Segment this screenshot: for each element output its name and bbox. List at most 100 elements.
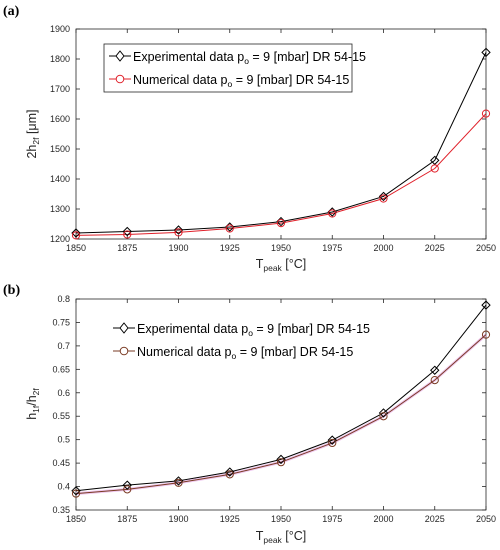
legend-marker-numerical-a <box>115 74 125 84</box>
data-point-numerical-a <box>225 224 234 233</box>
series-lines-a <box>75 52 487 236</box>
x-axis-label-a: Tpeak [°C] <box>256 257 307 273</box>
legend-label-numerical-a: Numerical data po = 9 [mbar] DR 54-15 <box>133 73 349 89</box>
series-lines-b <box>75 304 487 496</box>
markers-b <box>71 300 491 498</box>
data-point-experimental-b <box>276 454 286 465</box>
y-tick-label-b: 0.35 <box>52 505 70 515</box>
x-tick-label-b: 1850 <box>66 514 86 524</box>
y-tick-label-a: 1900 <box>50 24 70 34</box>
x-tick-label-a: 1900 <box>168 243 188 253</box>
legend-label-experimental-a: Experimental data po = 9 [mbar] DR 54-15 <box>133 50 366 66</box>
y-tick-label-b: 0.75 <box>52 317 70 327</box>
data-point-numerical-a <box>71 231 81 240</box>
series-line-experimental-b <box>75 304 487 492</box>
legend-box-a <box>103 43 353 93</box>
panel-label-a: (a) <box>3 4 20 19</box>
legend-box-b <box>110 313 366 373</box>
legend-marker-numerical-b <box>119 346 129 356</box>
x-tick-label-a: 1925 <box>220 243 240 253</box>
chart-panel-a: (a) 1850 1875 1900 1925 1950 1975 2000 2025 2050… <box>3 4 496 273</box>
data-point-numerical-a <box>328 209 337 218</box>
x-tick-label-a: 1875 <box>117 243 137 253</box>
legend-marker-experimental-a <box>115 50 125 62</box>
x-tick-label-a: 2050 <box>476 243 496 253</box>
data-point-numerical-a <box>481 109 491 118</box>
data-point-experimental-b <box>122 480 132 490</box>
chart-panel-b: (b) 1850 1875 1900 1925 1950 1975 2000 2025 2050… <box>3 283 496 545</box>
legend-marker-experimental-b <box>119 322 129 334</box>
y-tick-label-b: 0.8 <box>57 294 70 304</box>
data-point-numerical-a <box>379 194 388 203</box>
data-point-experimental-b <box>327 435 337 445</box>
x-tick-label-b: 2050 <box>476 514 496 524</box>
data-point-numerical-b <box>481 330 491 339</box>
data-point-experimental-a <box>378 191 389 202</box>
x-tick-label-b: 1975 <box>322 514 342 524</box>
y-tick-label-a: 1500 <box>50 144 70 154</box>
data-point-numerical-b <box>328 438 337 448</box>
x-axis-label-b: Tpeak [°C] <box>256 529 307 545</box>
data-point-numerical-b <box>379 412 388 421</box>
data-point-experimental-a <box>481 47 491 58</box>
data-point-numerical-b <box>430 376 439 385</box>
y-tick-label-a: 1300 <box>50 204 70 214</box>
data-point-experimental-b <box>430 365 440 375</box>
data-point-experimental-a <box>71 228 81 238</box>
x-tick-label-b: 1900 <box>168 514 188 524</box>
legend-label-numerical-b: Numerical data po = 9 [mbar] DR 54-15 <box>137 345 353 361</box>
data-point-numerical-a <box>174 228 183 237</box>
y-tick-label-b: 0.5 <box>57 435 70 445</box>
y-tick-label-a: 1800 <box>50 54 70 64</box>
x-tick-label-b: 2025 <box>425 514 445 524</box>
y-tick-label-b: 0.6 <box>57 388 70 398</box>
series-line-numerical-b <box>75 334 487 495</box>
data-point-numerical-b <box>123 485 132 494</box>
series-line-experimental-a <box>75 52 487 234</box>
data-point-experimental-a <box>173 225 184 235</box>
y-tick-label-b: 0.55 <box>52 411 70 421</box>
data-point-experimental-b <box>173 476 184 486</box>
y-axis-label-a: 2h2f [μm] <box>25 109 41 158</box>
panel-label-b: (b) <box>3 283 20 298</box>
x-tick-label-a: 2000 <box>373 243 393 253</box>
y-tick-label-a: 1200 <box>50 234 70 244</box>
y-tick-label-b: 0.45 <box>52 458 70 468</box>
x-tick-label-b: 1925 <box>220 514 240 524</box>
data-point-numerical-a <box>123 230 132 239</box>
data-point-numerical-b <box>71 489 81 498</box>
x-tick-label-a: 2025 <box>425 243 445 253</box>
y-tick-label-b: 0.65 <box>52 364 70 374</box>
series-line-numerical-a <box>75 113 487 236</box>
x-ticks-b: 1850 1875 1900 1925 1950 1975 2000 2025 2050 <box>66 299 496 524</box>
data-point-numerical-b <box>276 458 286 467</box>
data-point-experimental-a <box>430 155 440 166</box>
markers-a <box>71 47 491 240</box>
x-tick-label-a: 1975 <box>322 243 342 253</box>
y-tick-label-b: 0.4 <box>57 482 70 492</box>
y-tick-label-a: 1400 <box>50 174 70 184</box>
legend-a: Experimental data po = 9 [mbar] DR 54-15… <box>103 43 366 93</box>
x-tick-label-b: 1950 <box>271 514 291 524</box>
legend-b: Experimental data po = 9 [mbar] DR 54-15… <box>110 313 370 373</box>
data-point-experimental-b <box>378 408 389 418</box>
x-tick-label-a: 1850 <box>66 243 86 253</box>
x-tick-label-a: 1950 <box>271 243 291 253</box>
data-point-numerical-a <box>276 219 286 228</box>
legend-label-experimental-b: Experimental data po = 9 [mbar] DR 54-15 <box>137 322 370 338</box>
y-axis-label-b: h1f/h2f <box>25 388 41 420</box>
x-ticks-a: 1850 1875 1900 1925 1950 1975 2000 2025 2050 <box>66 29 496 253</box>
y-tick-label-a: 1700 <box>50 84 70 94</box>
data-point-experimental-b <box>225 467 235 477</box>
data-point-experimental-a <box>122 226 132 237</box>
y-tick-label-b: 0.7 <box>57 341 70 351</box>
data-point-numerical-b <box>225 470 234 479</box>
data-point-numerical-a <box>430 164 439 173</box>
y-tick-label-a: 1600 <box>50 114 70 124</box>
data-point-experimental-b <box>71 486 81 496</box>
data-point-experimental-b <box>481 300 491 310</box>
data-point-numerical-b <box>174 478 183 487</box>
y-ticks-a: 1200 1300 1400 1500 1600 1700 1800 1900 <box>50 24 486 244</box>
x-tick-label-b: 2000 <box>373 514 393 524</box>
